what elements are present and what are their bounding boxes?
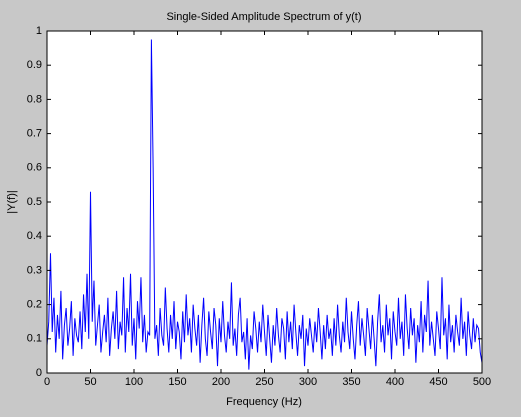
- x-tick-label: 0: [44, 376, 50, 388]
- x-tick-label: 150: [168, 376, 186, 388]
- x-tick-label: 50: [84, 376, 96, 388]
- x-tick-label: 250: [255, 376, 273, 388]
- y-tick-label: 0.1: [27, 333, 42, 345]
- y-tick-label: 0.6: [27, 162, 42, 174]
- axes-box: [46, 30, 483, 374]
- x-tick-label: 300: [299, 376, 317, 388]
- chart-title: Single-Sided Amplitude Spectrum of y(t): [166, 11, 361, 23]
- x-tick-label: 200: [212, 376, 230, 388]
- x-tick-label: 100: [125, 376, 143, 388]
- plot-area: [47, 31, 482, 373]
- y-tick-label: 1: [36, 25, 42, 37]
- x-tick-label: 450: [429, 376, 447, 388]
- y-tick-label: 0.7: [27, 128, 42, 140]
- x-tick-label: 350: [342, 376, 360, 388]
- x-tick-label: 500: [473, 376, 491, 388]
- y-tick-label: 0.4: [27, 230, 42, 242]
- y-tick-label: 0.9: [27, 59, 42, 71]
- x-tick-label: 400: [386, 376, 404, 388]
- y-tick-label: 0: [36, 367, 42, 379]
- spectrum-line: [46, 39, 483, 370]
- x-axis-label: Frequency (Hz): [226, 396, 302, 408]
- y-tick-label: 0.8: [27, 93, 42, 105]
- y-tick-label: 0.2: [27, 299, 42, 311]
- y-tick-label: 0.3: [27, 264, 42, 276]
- y-axis-label: |Y(f)|: [6, 190, 18, 213]
- y-tick-label: 0.5: [27, 196, 42, 208]
